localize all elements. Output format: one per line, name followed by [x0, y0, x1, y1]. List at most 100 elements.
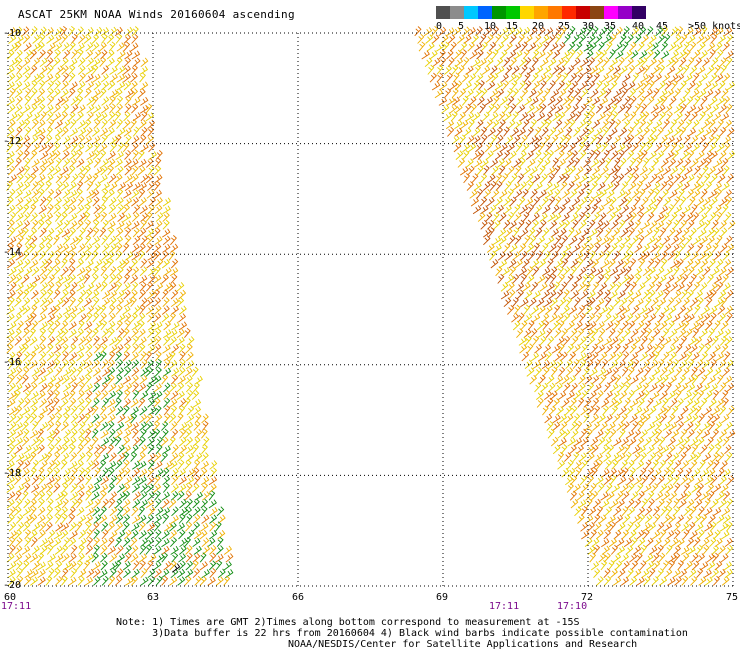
wind-barb	[115, 304, 123, 315]
wind-barb	[39, 483, 48, 493]
wind-barb	[55, 413, 63, 424]
wind-barb	[686, 243, 695, 253]
wind-barb	[584, 305, 593, 315]
wind-barb	[46, 429, 56, 439]
wind-barb	[487, 219, 495, 230]
wind-barb	[436, 64, 444, 75]
wind-barb	[84, 514, 94, 524]
wind-barb	[569, 328, 578, 339]
wind-barb	[696, 567, 704, 579]
wind-barb	[464, 103, 472, 114]
wind-barb	[721, 414, 730, 424]
wind-barb	[675, 111, 683, 122]
wind-barb	[593, 498, 602, 509]
wind-barb	[109, 297, 117, 308]
wind-barb	[46, 204, 54, 215]
wind-barb	[114, 173, 123, 184]
wind-barb	[68, 474, 76, 486]
wind-barb	[499, 96, 508, 106]
wind-barb	[16, 150, 24, 160]
wind-barb	[626, 150, 635, 160]
wind-barb	[91, 460, 100, 470]
wind-barb	[498, 111, 506, 122]
wind-barb	[640, 173, 649, 184]
wind-barb	[667, 320, 675, 331]
wind-barb	[29, 359, 38, 370]
wind-barb	[139, 499, 148, 509]
wind-barb	[147, 568, 156, 579]
wind-barb	[620, 181, 629, 191]
wind-barb	[611, 405, 619, 416]
wind-barb	[68, 243, 77, 253]
wind-barb	[595, 429, 604, 439]
wind-barb	[698, 41, 706, 52]
wind-barb	[154, 157, 162, 168]
wind-barb	[554, 259, 564, 269]
wind-barb	[139, 281, 147, 292]
wind-barb	[86, 189, 95, 199]
wind-barb	[488, 41, 497, 52]
wind-barb	[154, 321, 163, 331]
wind-barb	[130, 398, 139, 408]
wind-barb	[619, 428, 626, 439]
wind-barb	[193, 406, 202, 416]
wind-barb	[145, 220, 154, 230]
wind-barb	[124, 103, 132, 114]
wind-barb	[637, 513, 646, 524]
wind-barb	[201, 482, 209, 493]
wind-barb	[100, 281, 108, 292]
wind-barb	[717, 545, 726, 555]
wind-barb	[31, 97, 40, 106]
wind-barb	[697, 274, 706, 284]
wind-barb	[696, 242, 704, 253]
wind-barb	[617, 290, 626, 300]
wind-barb	[685, 375, 695, 385]
wind-barb	[684, 328, 693, 339]
wind-barb	[475, 73, 484, 83]
wind-barb	[693, 451, 702, 462]
wind-barb	[468, 73, 477, 83]
wind-barb	[116, 297, 125, 308]
wind-barb	[533, 104, 542, 114]
wind-barb	[122, 514, 131, 524]
legend-unit-label: >50 knots	[688, 21, 740, 32]
wind-barb	[679, 103, 687, 114]
wind-barb	[123, 189, 132, 199]
wind-barb	[634, 219, 642, 230]
wind-barb	[529, 135, 538, 145]
wind-barb	[536, 250, 544, 261]
wind-barb	[713, 182, 723, 191]
wind-barb	[31, 181, 39, 191]
wind-barb	[47, 320, 55, 331]
wind-barb	[184, 536, 192, 547]
wind-barb	[145, 305, 155, 315]
wind-barb	[62, 143, 71, 153]
wind-barb	[146, 522, 156, 532]
wind-barb	[673, 88, 681, 99]
wind-barb	[54, 420, 62, 431]
wind-barb	[534, 366, 543, 377]
wind-barb	[13, 475, 22, 486]
wind-barb	[544, 305, 553, 315]
wind-barb	[223, 575, 231, 586]
wind-barb	[38, 529, 46, 540]
wind-barb	[185, 569, 194, 579]
wind-barb	[192, 506, 201, 517]
wind-barb	[473, 158, 483, 168]
wind-barb	[530, 118, 538, 129]
wind-barb	[68, 389, 76, 400]
wind-barb	[208, 490, 216, 501]
wind-barb	[138, 227, 147, 238]
wind-barb	[14, 81, 23, 91]
wind-barb	[7, 242, 15, 253]
wind-barb	[643, 320, 652, 331]
wind-barb	[663, 313, 673, 323]
wind-barb	[595, 289, 604, 300]
wind-barb	[184, 375, 193, 385]
wind-barb	[163, 405, 171, 416]
wind-barb	[725, 33, 734, 44]
wind-barb	[15, 374, 23, 385]
wind-barb	[696, 34, 705, 44]
wind-barb	[162, 212, 170, 222]
wind-barb	[593, 383, 602, 393]
